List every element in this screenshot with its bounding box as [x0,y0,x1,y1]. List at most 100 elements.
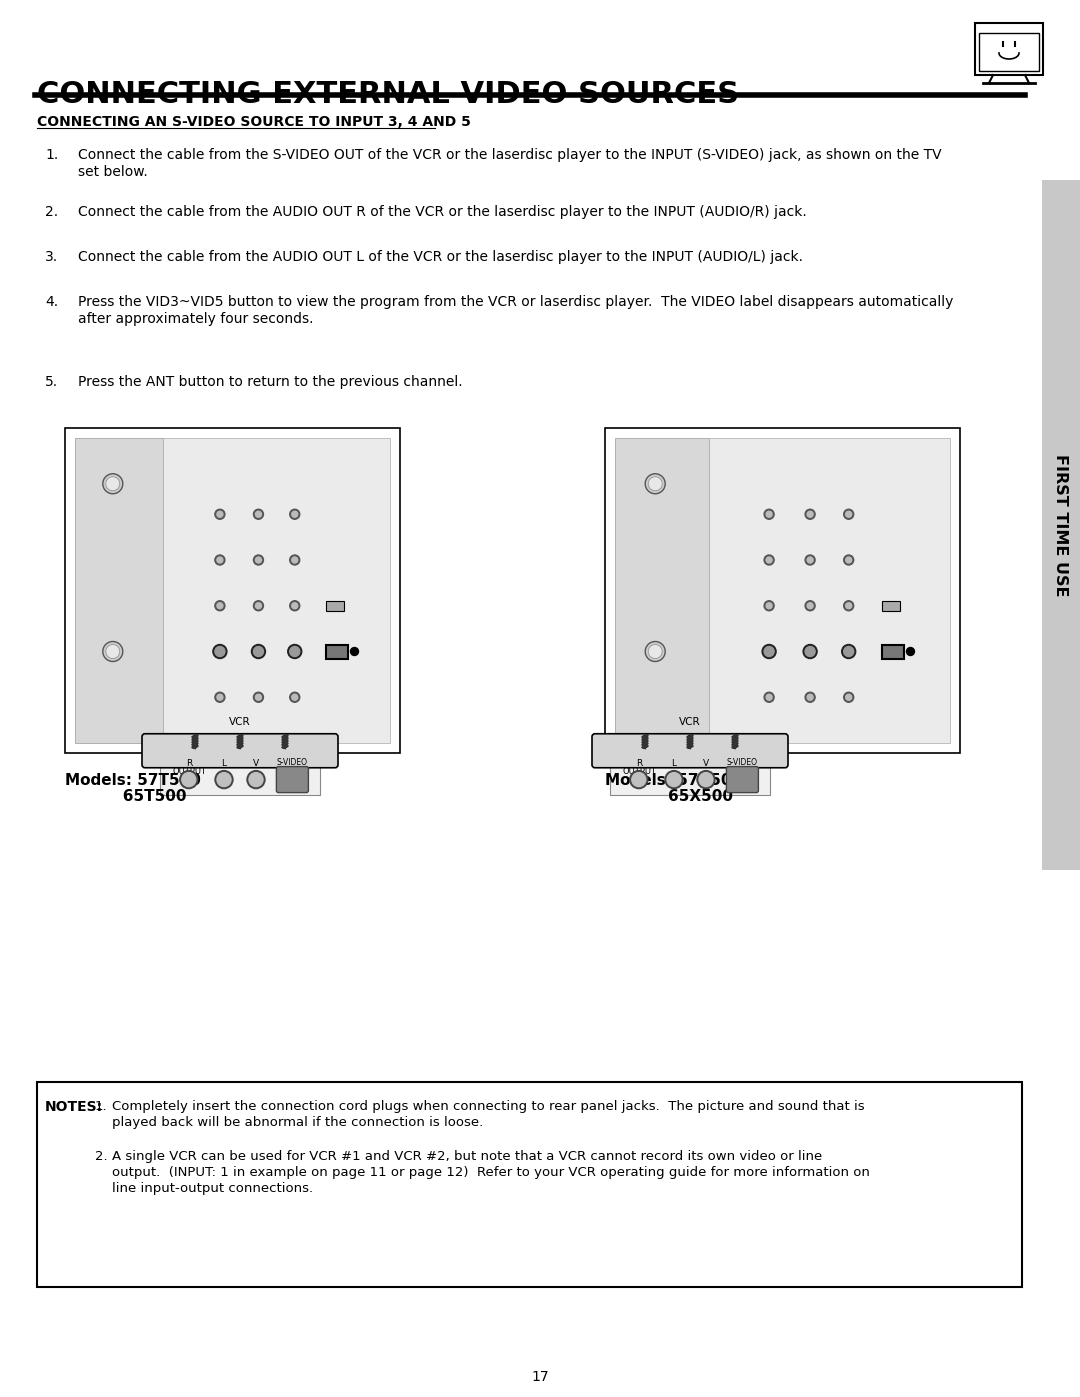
Bar [65,427,400,753]
Text: R: R [636,759,642,767]
Circle shape [807,511,813,517]
Circle shape [256,694,261,700]
Circle shape [841,644,855,658]
Text: after approximately four seconds.: after approximately four seconds. [78,312,313,326]
Text: R: R [186,759,192,767]
Circle shape [217,602,222,609]
Text: set below.: set below. [78,165,148,179]
Circle shape [181,773,195,787]
Circle shape [254,601,264,610]
Bar [326,601,345,610]
Bar [615,439,708,743]
Circle shape [766,602,772,609]
Circle shape [289,601,300,610]
Circle shape [846,557,852,563]
Text: 17: 17 [531,1370,549,1384]
Text: 2.: 2. [95,1150,108,1162]
Circle shape [807,602,813,609]
Text: VCR: VCR [679,717,701,726]
Circle shape [351,647,359,655]
Circle shape [289,555,300,564]
Text: 65T500: 65T500 [65,789,187,805]
Bar [75,439,163,743]
Text: NOTES:: NOTES: [45,1099,103,1113]
Text: A single VCR can be used for VCR #1 and VCR #2, but note that a VCR cannot recor: A single VCR can be used for VCR #1 and … [112,1150,822,1162]
Bar [975,22,1043,75]
Text: line input-output connections.: line input-output connections. [112,1182,313,1194]
Text: CONNECTING AN S-VIDEO SOURCE TO INPUT 3, 4 AND 5: CONNECTING AN S-VIDEO SOURCE TO INPUT 3,… [37,115,471,129]
Circle shape [807,694,813,700]
Circle shape [843,693,853,703]
Circle shape [292,602,298,609]
Circle shape [217,557,222,563]
Text: 65X500: 65X500 [605,789,733,805]
FancyBboxPatch shape [727,767,758,792]
Bar [610,764,770,795]
Circle shape [667,773,681,787]
Circle shape [215,647,225,657]
Circle shape [217,511,222,517]
Circle shape [665,771,683,788]
Text: L: L [221,759,227,767]
Circle shape [846,602,852,609]
Bar [160,764,320,795]
Text: 2.: 2. [45,205,58,219]
Circle shape [215,771,233,788]
Circle shape [215,555,225,564]
Text: Press the VID3~VID5 button to view the program from the VCR or laserdisc player.: Press the VID3~VID5 button to view the p… [78,295,954,309]
Text: V: V [703,759,710,767]
Circle shape [805,693,815,703]
Circle shape [764,647,774,657]
Circle shape [215,693,225,703]
Circle shape [648,644,662,658]
Circle shape [699,773,713,787]
Circle shape [215,601,225,610]
Circle shape [764,693,774,703]
Text: CONNECTING EXTERNAL VIDEO SOURCES: CONNECTING EXTERNAL VIDEO SOURCES [37,80,739,109]
Circle shape [764,601,774,610]
Text: Connect the cable from the S-VIDEO OUT of the VCR or the laserdisc player to the: Connect the cable from the S-VIDEO OUT o… [78,148,942,162]
Text: S-VIDEO: S-VIDEO [727,757,758,767]
Text: OUTPUT: OUTPUT [623,767,657,775]
Text: 4.: 4. [45,295,58,309]
Circle shape [106,644,120,658]
Circle shape [843,510,853,520]
Circle shape [249,773,264,787]
Text: S-VIDEO: S-VIDEO [276,757,308,767]
Circle shape [632,773,646,787]
Text: FIRST TIME USE: FIRST TIME USE [1053,454,1068,597]
Circle shape [103,641,123,662]
Bar [978,34,1039,71]
Text: output.  (INPUT: 1 in example on page 11 or page 12)  Refer to your VCR operatin: output. (INPUT: 1 in example on page 11 … [112,1166,869,1179]
Circle shape [289,693,300,703]
Text: Models: 57X500: Models: 57X500 [605,773,742,788]
Text: Press the ANT button to return to the previous channel.: Press the ANT button to return to the pr… [78,374,462,388]
Circle shape [292,557,298,563]
Circle shape [697,771,715,788]
Circle shape [179,771,198,788]
Circle shape [630,771,648,788]
Circle shape [287,644,301,658]
Circle shape [804,644,818,658]
Circle shape [289,647,300,657]
Circle shape [217,694,222,700]
Circle shape [106,476,120,490]
Circle shape [254,555,264,564]
Circle shape [766,694,772,700]
Circle shape [762,644,777,658]
Circle shape [846,511,852,517]
Text: played back will be abnormal if the connection is loose.: played back will be abnormal if the conn… [112,1116,483,1129]
Text: VCR: VCR [229,717,251,726]
Circle shape [292,694,298,700]
Circle shape [766,557,772,563]
Circle shape [103,474,123,493]
Text: 1.: 1. [95,1099,108,1113]
Bar [1042,180,1080,870]
Bar [882,601,901,610]
Circle shape [764,510,774,520]
FancyBboxPatch shape [592,733,788,768]
Circle shape [289,510,300,520]
Circle shape [645,474,665,493]
Text: 1.: 1. [45,148,58,162]
Circle shape [292,511,298,517]
